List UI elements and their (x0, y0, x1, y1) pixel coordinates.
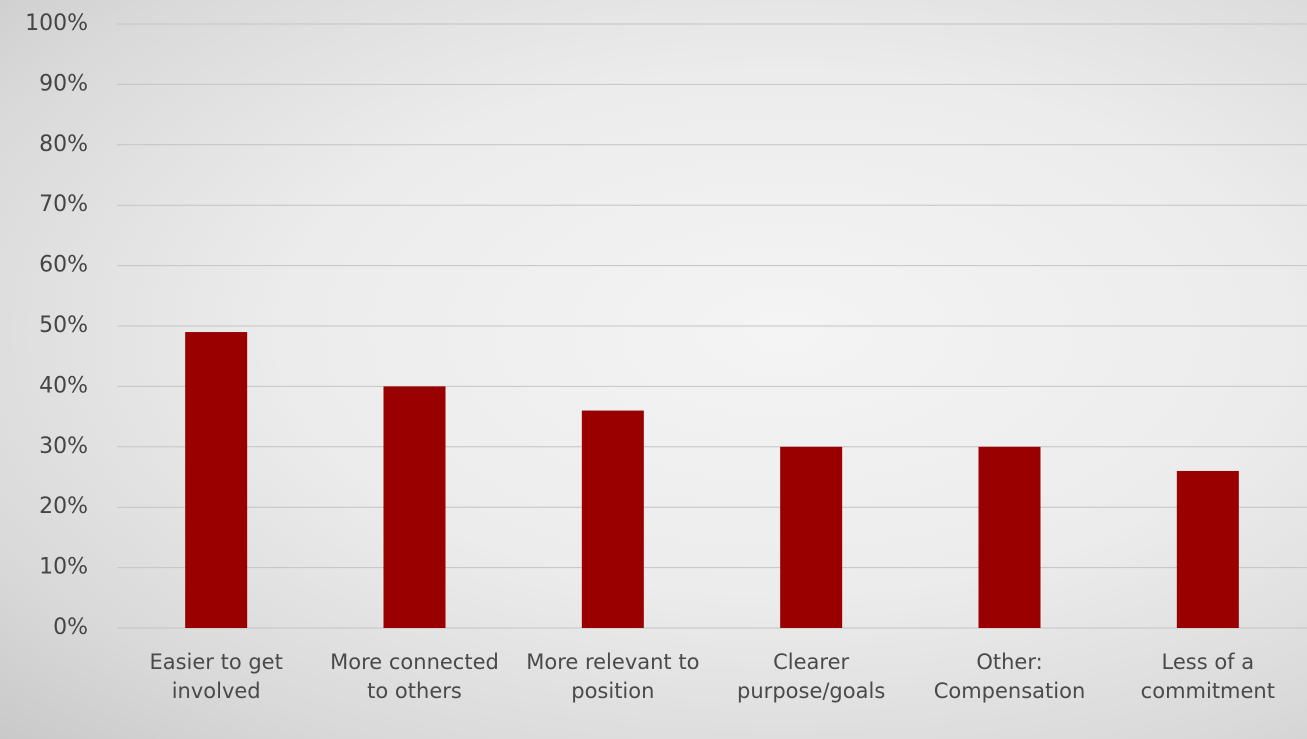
y-tick-label: 10% (39, 555, 88, 580)
y-tick-label: 100% (25, 11, 88, 36)
bar (978, 446, 1041, 628)
x-tick-label: Clearer purpose/goals (737, 650, 886, 703)
x-tick-label: Easier to get involved (149, 650, 283, 703)
bar (1176, 470, 1239, 628)
bar (383, 386, 446, 628)
y-tick-label: 60% (39, 253, 88, 278)
bar (185, 332, 248, 628)
bar (780, 446, 843, 628)
y-tick-label: 40% (39, 373, 88, 398)
y-tick-label: 50% (39, 313, 88, 338)
y-tick-label: 0% (53, 615, 88, 640)
x-tick-label: More connected to others (330, 650, 499, 703)
x-tick-label: Less of a commitment (1140, 650, 1275, 703)
x-tick-label: Other: Compensation (933, 650, 1086, 703)
y-tick-label: 80% (39, 132, 88, 157)
bar (581, 410, 644, 628)
x-tick-label: More relevant to position (526, 650, 700, 703)
y-tick-label: 30% (39, 434, 88, 459)
y-tick-label: 20% (39, 494, 88, 519)
y-tick-label: 70% (39, 192, 88, 217)
y-tick-label: 90% (39, 71, 88, 96)
